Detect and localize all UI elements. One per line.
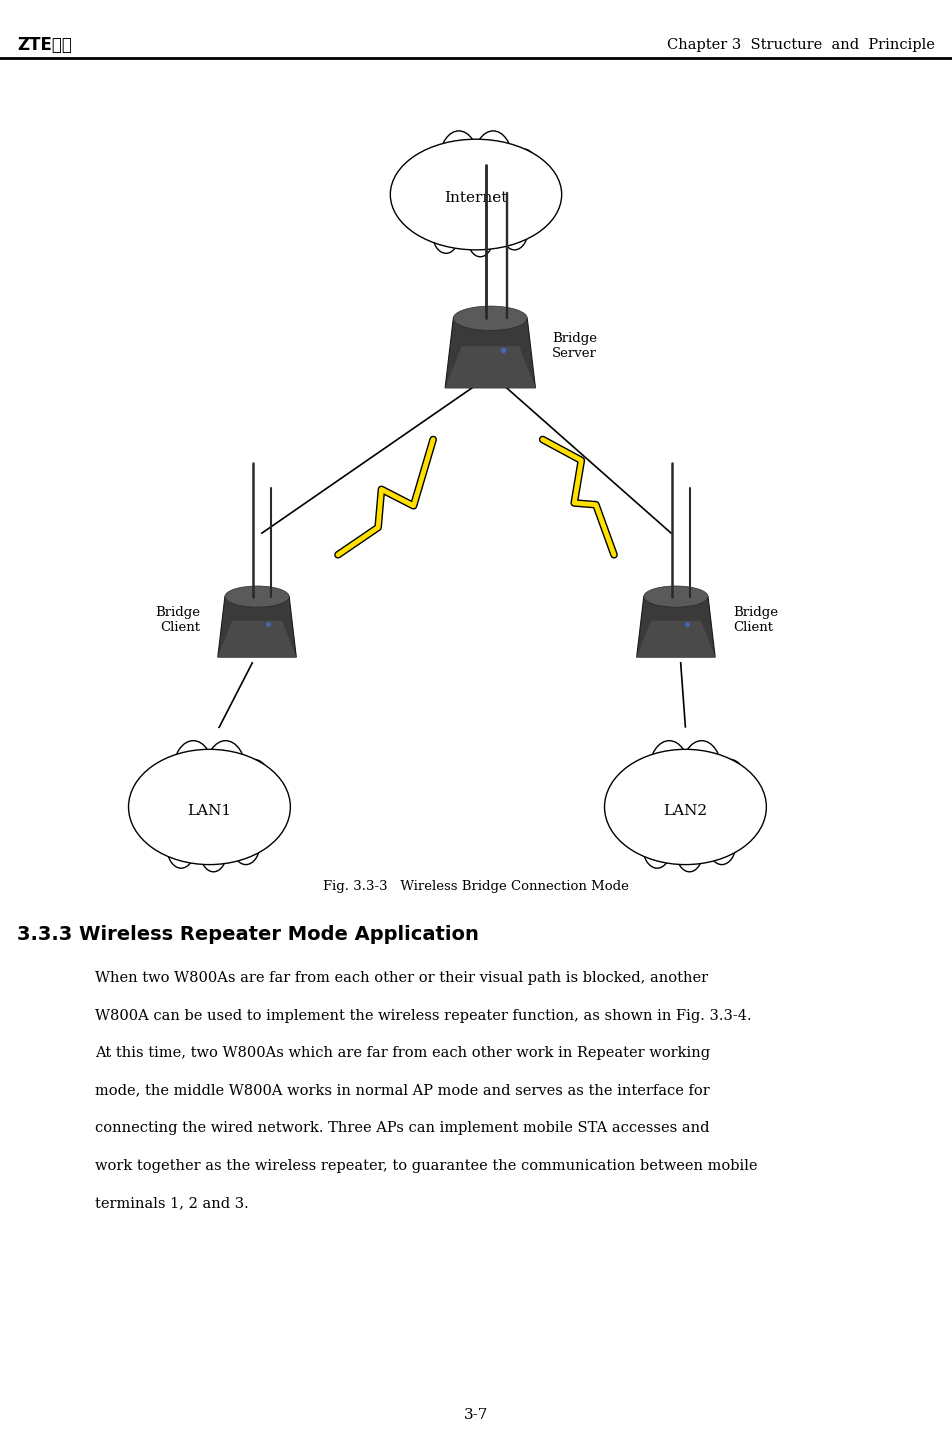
Circle shape [432, 212, 460, 254]
Circle shape [713, 759, 747, 811]
Circle shape [612, 791, 643, 837]
Circle shape [649, 741, 689, 801]
Circle shape [501, 209, 528, 249]
Text: When two W800As are far from each other or their visual path is blocked, another: When two W800As are far from each other … [95, 971, 708, 986]
Circle shape [523, 176, 552, 220]
Ellipse shape [453, 305, 527, 330]
Text: ZTE中兴: ZTE中兴 [17, 36, 72, 53]
Text: At this time, two W800As which are far from each other work in Repeater working: At this time, two W800As which are far f… [95, 1046, 710, 1061]
Circle shape [440, 131, 478, 189]
Circle shape [173, 741, 213, 801]
Circle shape [474, 131, 512, 189]
Circle shape [147, 761, 183, 816]
Ellipse shape [605, 749, 766, 865]
Polygon shape [446, 318, 535, 388]
Circle shape [252, 787, 283, 833]
Circle shape [237, 759, 271, 811]
Circle shape [411, 151, 446, 203]
Ellipse shape [225, 586, 289, 607]
Text: work together as the wireless repeater, to guarantee the communication between m: work together as the wireless repeater, … [95, 1159, 758, 1173]
Circle shape [643, 824, 671, 867]
Text: mode, the middle W800A works in normal AP mode and serves as the interface for: mode, the middle W800A works in normal A… [95, 1084, 710, 1098]
Ellipse shape [601, 728, 770, 886]
Ellipse shape [390, 140, 562, 249]
Circle shape [682, 741, 722, 801]
Ellipse shape [125, 728, 294, 886]
Text: Fig. 3.3-3   Wireless Bridge Connection Mode: Fig. 3.3-3 Wireless Bridge Connection Mo… [323, 879, 629, 893]
Circle shape [206, 741, 246, 801]
Polygon shape [637, 621, 715, 657]
Circle shape [231, 821, 260, 865]
Text: 3-7: 3-7 [464, 1408, 488, 1422]
Circle shape [728, 787, 759, 833]
Circle shape [676, 831, 703, 872]
Text: terminals 1, 2 and 3.: terminals 1, 2 and 3. [95, 1196, 249, 1210]
Circle shape [707, 821, 736, 865]
Text: 3.3.3 Wireless Repeater Mode Application: 3.3.3 Wireless Repeater Mode Application [17, 925, 479, 944]
Polygon shape [637, 597, 715, 657]
Circle shape [200, 831, 227, 872]
Polygon shape [218, 621, 296, 657]
Text: W800A can be used to implement the wireless repeater function, as shown in Fig. : W800A can be used to implement the wirel… [95, 1009, 752, 1023]
Polygon shape [218, 597, 296, 657]
Text: Bridge
Server: Bridge Server [552, 331, 597, 360]
Ellipse shape [644, 586, 708, 607]
Circle shape [506, 148, 540, 199]
Ellipse shape [129, 749, 290, 865]
Circle shape [136, 791, 167, 837]
Ellipse shape [387, 118, 565, 271]
Circle shape [623, 761, 659, 816]
Text: Bridge
Client: Bridge Client [733, 605, 778, 634]
Polygon shape [446, 346, 535, 388]
Circle shape [400, 179, 429, 223]
Text: LAN2: LAN2 [664, 804, 707, 817]
Text: LAN1: LAN1 [188, 804, 231, 817]
Text: Chapter 3  Structure  and  Principle: Chapter 3 Structure and Principle [667, 37, 935, 52]
Circle shape [467, 218, 493, 256]
Text: Internet: Internet [445, 192, 507, 205]
Text: Bridge
Client: Bridge Client [155, 605, 200, 634]
Text: connecting the wired network. Three APs can implement mobile STA accesses and: connecting the wired network. Three APs … [95, 1121, 709, 1136]
Circle shape [167, 824, 195, 867]
